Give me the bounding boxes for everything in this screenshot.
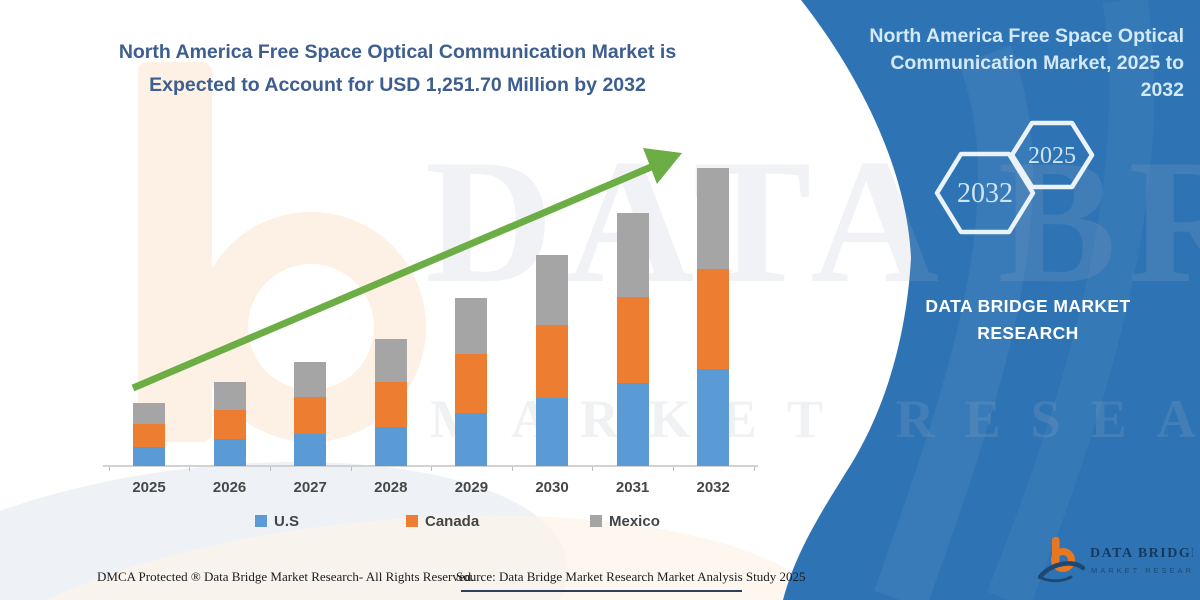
legend-swatch xyxy=(406,515,418,527)
bar-segment-2026-canada xyxy=(213,410,246,439)
hexagon-2025-label: 2025 xyxy=(1028,143,1076,169)
bar-segment-2028-us xyxy=(374,426,407,466)
bar-segment-2032-canada xyxy=(697,268,730,369)
chart-title: North America Free Space Optical Communi… xyxy=(75,36,720,102)
x-axis-tick xyxy=(189,467,191,471)
x-axis-label-2029: 2029 xyxy=(454,479,489,496)
hexagon-2025: 2025 xyxy=(1009,120,1095,190)
legend-item-canada: Canada xyxy=(406,513,480,530)
x-axis-tick xyxy=(753,467,755,471)
bar-segment-2025-canada xyxy=(133,424,165,447)
x-axis-tick xyxy=(592,467,594,471)
legend-label: Mexico xyxy=(609,513,660,530)
bar-segment-2032-mexico xyxy=(697,168,730,269)
x-axis-label-2031: 2031 xyxy=(615,479,650,496)
bar-segment-2027-canada xyxy=(294,396,327,434)
legend-swatch xyxy=(590,515,602,527)
legend-label: Canada xyxy=(425,513,480,530)
bar-segment-2030-us xyxy=(536,397,568,466)
bar-segment-2029-us xyxy=(455,412,488,466)
legend-swatch xyxy=(255,515,267,527)
bar-segment-2031-us xyxy=(616,382,649,466)
panel-curve-accent xyxy=(874,45,1033,600)
legend-label: U.S xyxy=(274,513,300,530)
x-axis-label-2027: 2027 xyxy=(293,479,327,496)
bar-segment-2026-us xyxy=(213,438,246,466)
footer-dmca-text: DMCA Protected ® Data Bridge Market Rese… xyxy=(97,569,475,584)
bar-segment-2025-mexico xyxy=(133,403,165,425)
x-axis-tick xyxy=(269,467,271,471)
x-axis-line xyxy=(103,465,758,467)
logo-name-text: DATA BRIDGE xyxy=(1090,546,1193,561)
panel-brand-text: DATA BRIDGE MARKET RESEARCH xyxy=(925,296,1131,343)
logo-tagline-text: MARKET RESEARCH xyxy=(1091,566,1193,575)
chart-title-line2: Expected to Account for USD 1,251.70 Mil… xyxy=(149,74,646,96)
side-panel-title: North America Free Space Optical Communi… xyxy=(869,25,1184,101)
x-axis-label-2025: 2025 xyxy=(132,479,166,496)
hexagon-2032: 2032 xyxy=(934,151,1036,235)
x-axis-tick xyxy=(431,467,433,471)
x-axis-tick xyxy=(511,467,513,471)
x-axis-label-2026: 2026 xyxy=(212,479,247,496)
bar-segment-2032-us xyxy=(697,368,730,466)
bar-segment-2027-us xyxy=(294,433,327,466)
bar-segment-2025-us xyxy=(133,446,165,466)
databridge-logo-mark xyxy=(1038,537,1086,583)
panel-curve-accent-2 xyxy=(987,0,1155,600)
footer-source-text: Source: Data Bridge Market Research Mark… xyxy=(456,569,806,584)
x-axis-tick xyxy=(350,467,352,471)
hexagon-2032-label: 2032 xyxy=(957,178,1013,209)
x-axis-tick xyxy=(108,467,110,471)
legend-item-mexico: Mexico xyxy=(590,513,660,530)
legend-item-us: U.S xyxy=(255,513,300,530)
databridge-logo: DATA BRIDGE MARKET RESEARCH xyxy=(1038,537,1193,583)
x-axis-tick xyxy=(672,467,674,471)
chart-title-line1: North America Free Space Optical Communi… xyxy=(118,41,677,63)
x-axis-label-2028: 2028 xyxy=(374,479,408,496)
x-axis-label-2030: 2030 xyxy=(535,479,569,496)
x-axis-label-2032: 2032 xyxy=(696,479,730,496)
footer-underline xyxy=(461,590,742,592)
